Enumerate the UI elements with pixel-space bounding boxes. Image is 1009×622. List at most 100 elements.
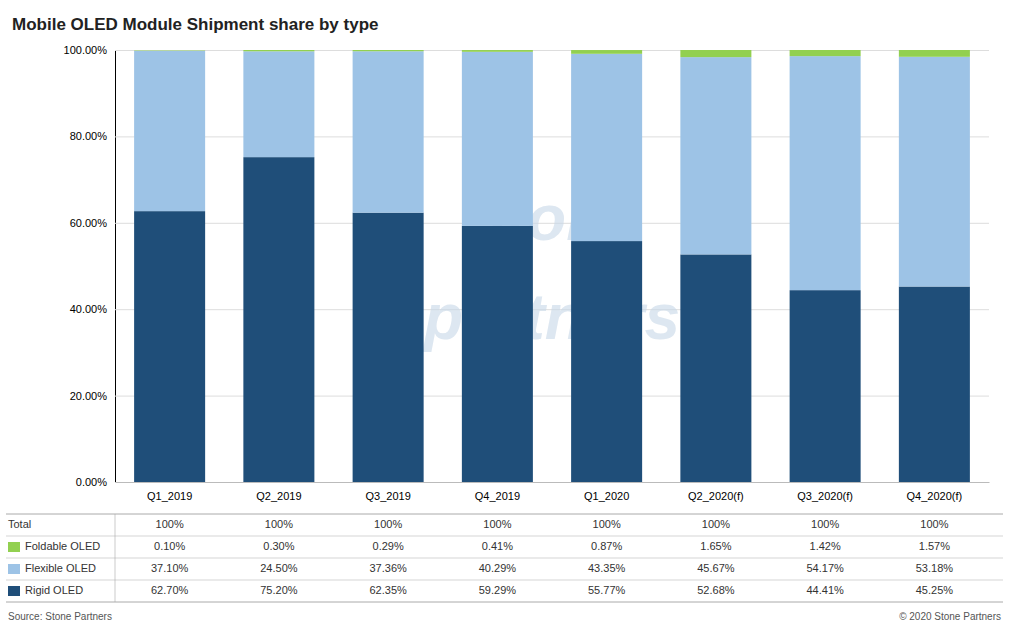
y-tick-label: 80.00% [70, 130, 108, 142]
bar [134, 211, 205, 482]
table-cell: 100% [811, 518, 839, 530]
table-cell: 40.29% [479, 562, 517, 574]
table-rule [6, 536, 1003, 537]
y-tick-label: 40.00% [70, 303, 108, 315]
bar [899, 287, 970, 482]
bar [899, 50, 970, 57]
grid-line [115, 482, 989, 483]
bar [790, 56, 861, 290]
bar [462, 226, 533, 482]
table-cell: 54.17% [806, 562, 844, 574]
bar [462, 50, 533, 52]
x-tick: Q3_2019 [365, 482, 410, 502]
y-tick-label: 60.00% [70, 217, 108, 229]
table-cell: 100% [483, 518, 511, 530]
bar [680, 50, 751, 57]
bar [571, 241, 642, 482]
table-row-label: Total [8, 518, 31, 530]
x-axis-line [116, 482, 990, 483]
chart: Mobile OLED Module Shipment share by typ… [0, 0, 1009, 622]
table-cell: 0.41% [482, 540, 513, 552]
table-cell: 1.57% [919, 540, 950, 552]
x-tick: Q3_2020(f) [797, 482, 853, 502]
bar [134, 50, 205, 51]
table-cell: 1.65% [700, 540, 731, 552]
table-cell: 44.41% [806, 584, 844, 596]
table-rule [6, 514, 1003, 515]
bar [353, 213, 424, 482]
x-tick: Q1_2020 [584, 482, 629, 502]
legend-swatch [8, 542, 20, 552]
x-tick-label: Q1_2020 [584, 490, 629, 502]
bars [134, 50, 970, 482]
table-rule [6, 602, 1003, 603]
plot: 0.00%20.00%40.00%60.00%80.00%100.00%Ston… [64, 44, 990, 502]
table-cell: 43.35% [588, 562, 626, 574]
x-tick: Q1_2019 [147, 482, 192, 502]
bar [243, 50, 314, 51]
table-rule [6, 558, 1003, 559]
series [134, 51, 970, 290]
table-cell: 62.35% [369, 584, 407, 596]
bar [243, 157, 314, 482]
bar [571, 54, 642, 241]
table-cell: 100% [265, 518, 293, 530]
bar [680, 254, 751, 482]
x-tick: Q2_2020(f) [688, 482, 744, 502]
bar [134, 51, 205, 211]
table-cell: 0.30% [263, 540, 294, 552]
table-rule [115, 514, 116, 602]
bar [790, 290, 861, 482]
table-cell: 62.70% [151, 584, 189, 596]
x-tick-label: Q1_2019 [147, 490, 192, 502]
table-cell: 75.20% [260, 584, 298, 596]
table-cell: 0.10% [154, 540, 185, 552]
y-axis-line [116, 51, 990, 483]
source: Source: Stone Partners [8, 611, 112, 622]
table-cell: 100% [156, 518, 184, 530]
y-tick-label: 100.00% [64, 44, 108, 56]
legend-swatch [8, 586, 20, 596]
x-tick-label: Q3_2020(f) [797, 490, 853, 502]
legend-swatch [8, 564, 20, 574]
copyright: © 2020 Stone Partners [899, 611, 1001, 622]
table-cell: 100% [374, 518, 402, 530]
x-tick-label: Q3_2019 [365, 490, 410, 502]
table-cell: 59.29% [479, 584, 517, 596]
table-cell: 52.68% [697, 584, 735, 596]
x-tick: Q4_2019 [475, 482, 520, 502]
bar [899, 57, 970, 287]
table-cell: 1.42% [810, 540, 841, 552]
bar [790, 50, 861, 56]
bar [353, 50, 424, 51]
table-cell: 100% [593, 518, 621, 530]
table-row-label: Flexible OLED [25, 562, 96, 574]
table-cell: 45.67% [697, 562, 735, 574]
x-axis: Q1_2019 Q2_2019 Q3_2019 Q4_2019 Q1_2020 Q2_20… [116, 482, 990, 502]
x-tick: Q2_2019 [256, 482, 301, 502]
bar [243, 51, 314, 157]
x-tick-label: Q2_2020(f) [688, 490, 744, 502]
table-rule [6, 580, 1003, 581]
x-tick-label: Q4_2019 [475, 490, 520, 502]
bar [571, 50, 642, 54]
y-tick-label: 0.00% [76, 476, 107, 488]
table-cell: 0.29% [373, 540, 404, 552]
series [134, 50, 970, 57]
table-cell: 53.18% [916, 562, 954, 574]
table-cell: 100% [920, 518, 948, 530]
bar [462, 52, 533, 226]
table-row-label: Foldable OLED [25, 540, 100, 552]
table-cell: 37.10% [151, 562, 189, 574]
table: Total100%100%100%100%100%100%100%100%Fol… [6, 514, 1003, 602]
table-cell: 37.36% [369, 562, 407, 574]
table-cell: 24.50% [260, 562, 298, 574]
bar [680, 57, 751, 254]
y-tick-label: 20.00% [70, 390, 108, 402]
table-cell: 55.77% [588, 584, 626, 596]
table-cell: 0.87% [591, 540, 622, 552]
y-axis: 0.00% 20.00% 40.00% 60.00% 80.00% 100.00% [64, 44, 989, 488]
x-tick: Q4_2020(f) [907, 482, 963, 502]
bar [353, 51, 424, 212]
x-tick-label: Q4_2020(f) [907, 490, 963, 502]
